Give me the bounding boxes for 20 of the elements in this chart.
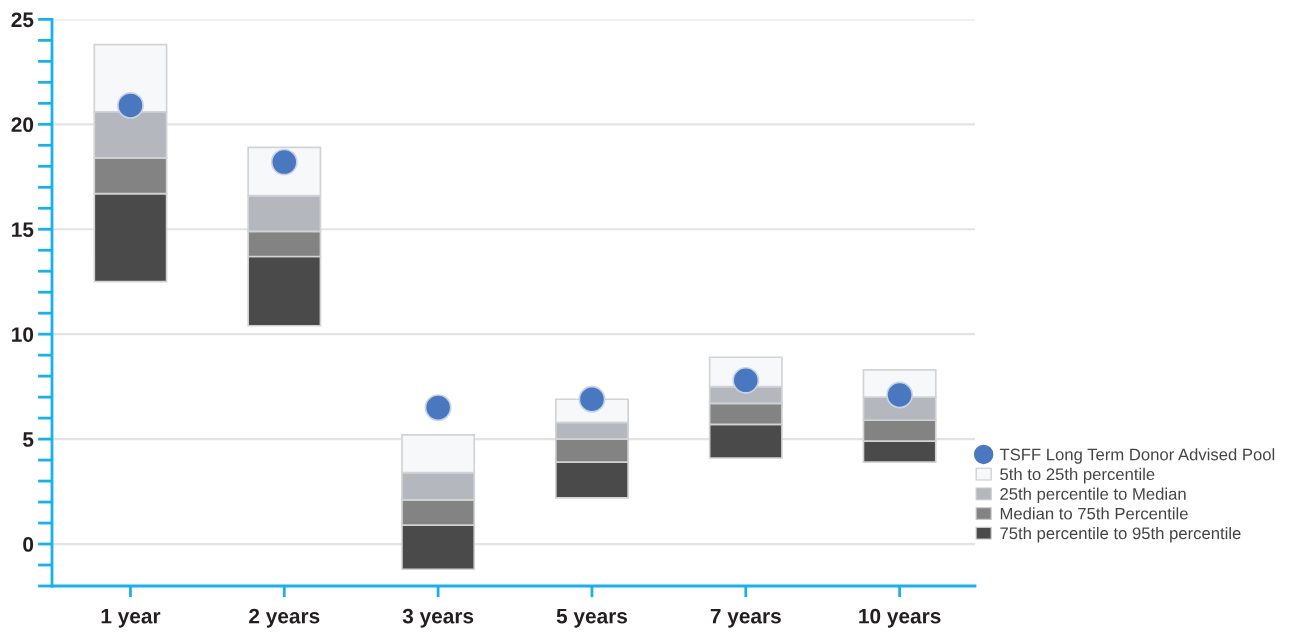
x-tick-label: 1 year: [101, 608, 161, 628]
x-tick-label: 3 years: [402, 608, 474, 628]
point: [578, 385, 606, 413]
x-tick-label: 5 years: [556, 608, 628, 628]
x-tick-label: 7 years: [710, 608, 781, 628]
y-tick-label: 5: [23, 432, 34, 447]
point: [424, 394, 452, 422]
y-tick-label: 25: [11, 12, 34, 28]
y-tick-label: 15: [12, 222, 34, 237]
legend-label: TSFF Long Term Donor Advised Pool: [999, 448, 1275, 464]
point: [117, 91, 144, 119]
legend-label: 5th to 25th percentile: [1000, 467, 1155, 484]
y-tick-label: 20: [11, 117, 34, 133]
y-tick-label: 10: [12, 327, 34, 342]
x-tick-label: 2 years: [249, 608, 320, 628]
legend-label: Median to 75th Percentile: [1000, 507, 1188, 520]
legend-label: 75th percentile to 95th percentile: [1000, 526, 1241, 543]
y-tick-label: 0: [23, 537, 34, 552]
x-tick-label: 10 years: [859, 608, 941, 628]
legend-label: 25th percentile to Median: [1000, 487, 1186, 504]
